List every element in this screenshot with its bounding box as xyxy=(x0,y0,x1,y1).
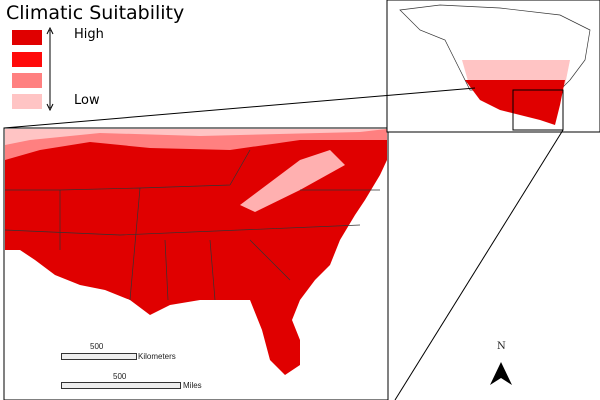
suitability-medium-low xyxy=(5,129,387,160)
scale-mi-value: 500 xyxy=(113,372,127,381)
suitability-low xyxy=(5,129,387,145)
state-borders xyxy=(4,149,380,301)
scale-mi-unit: Miles xyxy=(183,381,202,390)
scale-bar-km xyxy=(61,353,137,360)
legend-swatch-high xyxy=(12,30,42,45)
scale-km-value: 500 xyxy=(90,342,104,351)
appalachian-zone xyxy=(240,150,345,212)
connector-line xyxy=(394,129,564,400)
north-label: N xyxy=(497,341,506,352)
north-arrow-icon xyxy=(490,362,512,385)
scale-bar-miles xyxy=(61,382,181,389)
legend-swatch-low xyxy=(12,94,42,109)
legend-title: Climatic Suitability xyxy=(6,2,185,24)
legend-swatch-medium-low xyxy=(12,73,42,88)
legend-swatch-medium-high xyxy=(12,52,42,67)
scale-km-unit: Kilometers xyxy=(138,352,176,361)
connector-line xyxy=(3,87,476,129)
legend-high-label: High xyxy=(74,27,104,42)
inset-map xyxy=(386,0,600,133)
extent-indicator xyxy=(512,89,564,131)
legend-low-label: Low xyxy=(74,93,100,108)
